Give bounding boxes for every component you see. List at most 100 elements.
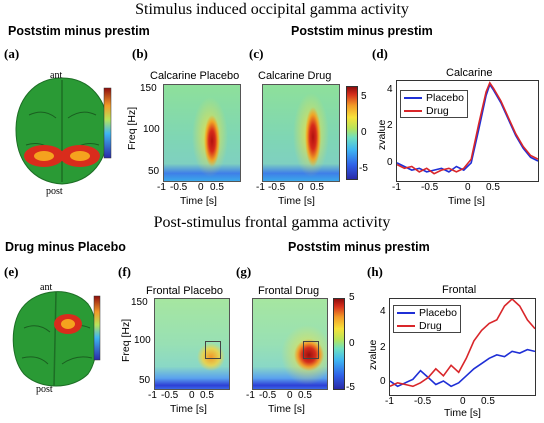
legend-label-drug: Drug xyxy=(426,104,449,117)
panel-e-brain-map xyxy=(2,278,112,398)
legend-entry-drug: Drug xyxy=(394,319,460,332)
panel-e-post-label: post xyxy=(36,384,53,395)
panel-f-letter: (f) xyxy=(118,264,131,279)
panel-c-colorbar-tick: 0 xyxy=(361,127,367,138)
panel-d-letter: (d) xyxy=(372,46,388,61)
legend-label-placebo: Placebo xyxy=(419,306,457,319)
panel-e-ant-label: ant xyxy=(40,282,53,293)
panel-h-line-chart xyxy=(390,299,535,388)
top-section-title: Stimulus induced occipital gamma activit… xyxy=(135,1,409,18)
panel-h-ytick: 4 xyxy=(380,306,386,317)
panel-b-ytick: 50 xyxy=(148,166,160,177)
panel-h-xlabel: Time [s] xyxy=(444,407,481,419)
bottom-section-title: Post-stimulus frontal gamma activity xyxy=(153,214,391,231)
panel-g-colorbar-tick: 0 xyxy=(349,338,355,349)
panel-h-xtick: -1 xyxy=(385,396,394,407)
panel-g-xtick: -1 xyxy=(246,390,255,401)
panel-a-post-label: post xyxy=(46,186,63,197)
panel-b-title: Calcarine Placebo xyxy=(150,70,240,82)
panel-b-ylabel: Freq [Hz] xyxy=(126,106,138,150)
panel-c-colorbar xyxy=(346,86,358,180)
legend-entry-placebo: Placebo xyxy=(394,306,460,319)
panel-g-title: Frontal Drug xyxy=(258,285,320,297)
panel-c-colorbar-tick: 5 xyxy=(361,91,367,102)
legend-entry-drug: Drug xyxy=(401,104,467,117)
series-line-drug xyxy=(397,81,538,175)
legend-entry-placebo: Placebo xyxy=(401,91,467,104)
bottom-section-subtitle-right: Poststim minus prestim xyxy=(288,240,430,254)
panel-b-ytick: 100 xyxy=(143,124,160,135)
panel-d-xtick: 0 xyxy=(465,182,471,193)
panel-h-letter: (h) xyxy=(367,264,383,279)
panel-d-xtick: -1 xyxy=(392,182,401,193)
panel-h-xtick: -0.5 xyxy=(414,396,432,407)
panel-d-xlabel: Time [s] xyxy=(448,195,485,207)
panel-b-xtick: -0.5 xyxy=(170,182,188,193)
brain-tilted-view-image xyxy=(12,291,101,387)
top-section-subtitle-left: Poststim minus prestim xyxy=(8,24,150,38)
panel-b-xtick: 0.5 xyxy=(210,182,224,193)
panel-h-xtick: 0.5 xyxy=(481,396,495,407)
panel-h-ylabel: zvalue xyxy=(367,339,379,370)
panel-d-xtick: -0.5 xyxy=(421,182,439,193)
panel-h-ytick: 2 xyxy=(380,342,386,353)
panel-d-title: Calcarine xyxy=(446,67,493,79)
panel-d-ytick: 2 xyxy=(387,120,393,131)
panel-c-xtick: 0.5 xyxy=(310,182,324,193)
bottom-section-subtitle-left: Drug minus Placebo xyxy=(5,240,126,254)
panel-g-colorbar xyxy=(333,298,345,390)
panel-b-ytick: 150 xyxy=(140,83,157,94)
panel-f-ytick: 100 xyxy=(134,335,151,346)
panel-g-xtick: -0.5 xyxy=(259,390,277,401)
panel-g-xtick: 0.5 xyxy=(298,390,312,401)
legend-swatch-placebo xyxy=(404,96,422,99)
top-section-subtitle-right: Poststim minus prestim xyxy=(291,24,433,38)
panel-b-letter: (b) xyxy=(132,46,148,61)
panel-f-xtick: -1 xyxy=(148,390,157,401)
panel-b-xtick: -1 xyxy=(157,182,166,193)
series-line-drug xyxy=(390,299,535,388)
panel-f-xlabel: Time [s] xyxy=(170,403,207,415)
panel-f-title: Frontal Placebo xyxy=(146,285,224,297)
panel-c-letter: (c) xyxy=(249,46,264,61)
legend-swatch-placebo xyxy=(397,311,415,314)
panel-g-colorbar-tick: -5 xyxy=(346,382,355,393)
panel-d-ytick: 0 xyxy=(387,157,393,168)
legend-swatch-drug xyxy=(397,324,415,327)
panel-d-line-chart xyxy=(397,81,538,175)
panel-b-xlabel: Time [s] xyxy=(180,195,217,207)
panel-g-letter: (g) xyxy=(236,264,252,279)
panel-c-colorbar-tick: -5 xyxy=(359,163,368,174)
panel-f-roi-box xyxy=(205,341,221,359)
panel-f-spectrogram xyxy=(154,298,230,390)
panel-g-xlabel: Time [s] xyxy=(268,403,305,415)
panel-g-colorbar-tick: 5 xyxy=(349,292,355,303)
panel-c-xtick: 0 xyxy=(298,182,304,193)
brain-top-view-image xyxy=(15,77,112,185)
panel-f-xtick: -0.5 xyxy=(161,390,179,401)
legend-swatch-drug xyxy=(404,109,422,112)
panel-a-letter: (a) xyxy=(4,46,20,61)
panel-g-xtick: 0 xyxy=(287,390,293,401)
panel-d-legend: Placebo Drug xyxy=(400,90,468,118)
panel-b-xtick: 0 xyxy=(198,182,204,193)
panel-f-ytick: 150 xyxy=(131,297,148,308)
panel-c-xtick: -0.5 xyxy=(268,182,286,193)
panel-f-xtick: 0.5 xyxy=(200,390,214,401)
panel-c-spectrogram xyxy=(262,84,340,182)
panel-h-title: Frontal xyxy=(442,284,477,296)
series-line-placebo xyxy=(390,348,535,388)
panel-b-spectrogram xyxy=(163,84,241,182)
panel-e-letter: (e) xyxy=(4,264,19,279)
panel-f-ylabel: Freq [Hz] xyxy=(120,318,132,362)
panel-d-xtick: 0.5 xyxy=(486,182,500,193)
panel-c-xlabel: Time [s] xyxy=(278,195,315,207)
panel-d-ytick: 4 xyxy=(387,84,393,95)
panel-h-plot-area: Placebo Drug xyxy=(389,298,536,396)
panel-h-xtick: 0 xyxy=(460,396,466,407)
panel-a-brain-map xyxy=(4,60,124,200)
panel-c-xtick: -1 xyxy=(256,182,265,193)
panel-c-title: Calcarine Drug xyxy=(258,70,332,82)
panel-a-ant-label: ant xyxy=(50,70,63,81)
panel-d-plot-area: Placebo Drug xyxy=(396,80,539,182)
